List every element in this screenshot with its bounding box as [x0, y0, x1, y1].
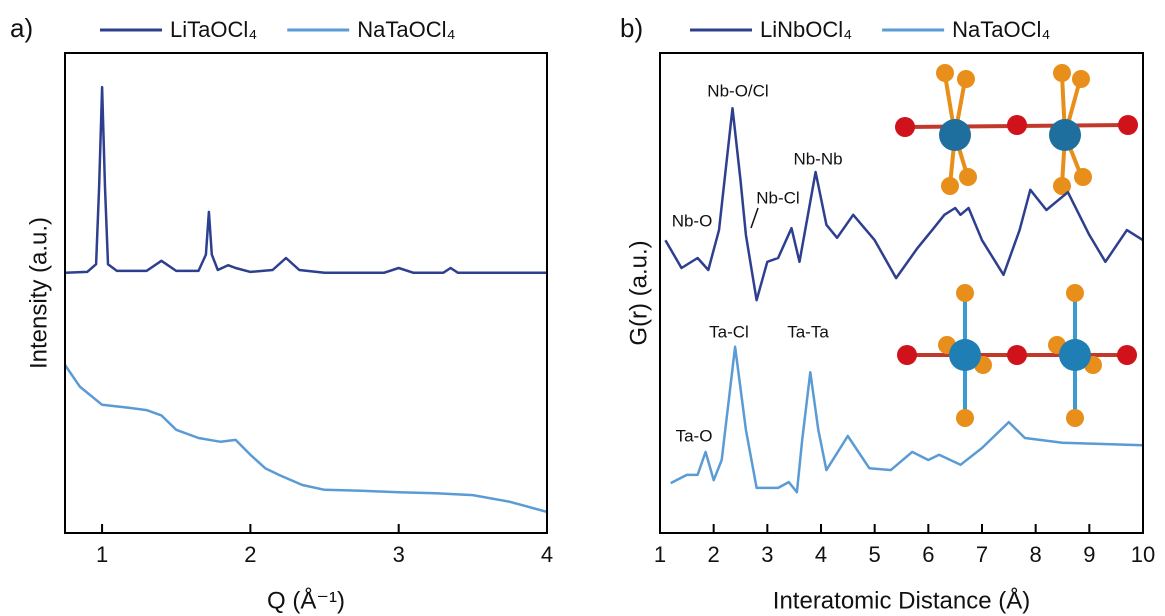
x-tick-label: 2: [244, 542, 256, 567]
x-axis-label: Q (Å⁻¹): [267, 586, 345, 614]
x-tick-label: 4: [541, 542, 553, 567]
x-tick-label: 3: [761, 542, 773, 567]
x-tick-label: 4: [815, 542, 827, 567]
plot-frame: [659, 52, 1144, 534]
series-line: [63, 364, 548, 514]
series-line: [64, 85, 547, 275]
panel-label: b): [620, 13, 643, 43]
annotation: Nb-O/Cl: [707, 81, 768, 100]
series-line: [664, 106, 1144, 302]
x-tick-label: 1: [96, 542, 108, 567]
annotation: Ta-Cl: [709, 322, 749, 341]
panel-label: a): [10, 13, 33, 43]
x-tick-label: 5: [869, 542, 881, 567]
x-tick-label: 10: [1131, 542, 1155, 567]
legend-label: LiTaOCl₄: [170, 17, 257, 42]
structure-top: [895, 64, 1138, 195]
x-tick-label: 6: [922, 542, 934, 567]
annotation: Nb-O: [672, 211, 713, 230]
plot-frame: [64, 52, 548, 534]
x-tick-label: 3: [393, 542, 405, 567]
structure-bottom: [897, 284, 1137, 427]
annotation: Ta-O: [676, 426, 713, 445]
x-tick-label: 7: [976, 542, 988, 567]
series-line: [670, 345, 1144, 494]
x-tick-label: 1: [654, 542, 666, 567]
y-axis-label: G(r) (a.u.): [625, 240, 652, 345]
legend-label: NaTaOCl₄: [357, 17, 455, 42]
annotation: Nb-Cl: [756, 188, 799, 207]
annotation: Ta-Ta: [787, 322, 829, 341]
legend-label: LiNbOCl₄: [760, 17, 852, 42]
x-tick-label: 8: [1030, 542, 1042, 567]
x-axis-label: Interatomic Distance (Å): [773, 586, 1030, 614]
annotation: Nb-Nb: [793, 149, 842, 168]
legend-label: NaTaOCl₄: [952, 17, 1050, 42]
annotation-pointer: [750, 207, 759, 229]
x-tick-label: 2: [708, 542, 720, 567]
y-axis-label: Intensity (a.u.): [25, 217, 52, 369]
x-tick-label: 9: [1083, 542, 1095, 567]
